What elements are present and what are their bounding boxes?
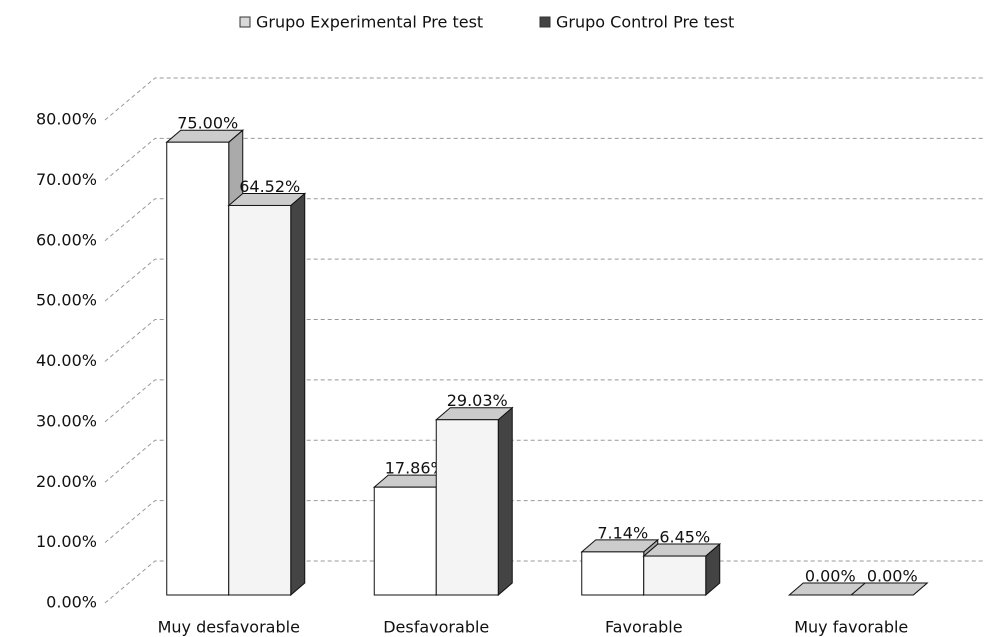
grid-line xyxy=(104,379,985,423)
grid-line xyxy=(104,500,985,544)
data-label: 0.00% xyxy=(805,567,856,586)
bar-face xyxy=(849,582,929,596)
grid-line xyxy=(104,77,985,121)
y-tick-label: 70.00% xyxy=(36,170,97,189)
y-tick-label: 40.00% xyxy=(36,351,97,370)
bar xyxy=(849,582,929,596)
bar-face xyxy=(166,141,230,596)
y-tick-label: 0.00% xyxy=(46,593,97,612)
x-tick-label: Muy favorable xyxy=(794,618,908,637)
y-tick-label: 30.00% xyxy=(36,411,97,430)
grid-line xyxy=(104,439,985,483)
y-tick-label: 20.00% xyxy=(36,472,97,491)
bar-face xyxy=(435,419,499,596)
y-tick-label: 80.00% xyxy=(36,110,97,129)
grid-line xyxy=(104,319,985,362)
x-tick-label: Favorable xyxy=(605,618,683,637)
bar-face xyxy=(290,192,306,597)
bar xyxy=(434,406,514,597)
data-label: 0.00% xyxy=(867,567,918,586)
grid-line xyxy=(104,137,985,181)
grid-line xyxy=(104,198,985,242)
y-tick-label: 10.00% xyxy=(36,532,97,551)
x-tick-label: Desfavorable xyxy=(383,618,489,637)
legend-label: Grupo Control Pre test xyxy=(556,13,734,32)
bar-face xyxy=(643,555,707,596)
bar-face xyxy=(497,406,513,597)
data-label: 75.00% xyxy=(177,114,238,133)
legend-swatch xyxy=(539,16,551,28)
legend-swatch xyxy=(239,16,251,28)
bar-face xyxy=(228,204,292,596)
grid-line xyxy=(104,258,985,302)
y-tick-label: 60.00% xyxy=(36,230,97,249)
bar-face xyxy=(581,551,645,596)
x-tick-label: Muy desfavorable xyxy=(158,618,300,637)
data-label: 17.86% xyxy=(385,459,446,478)
bar-face xyxy=(373,486,437,596)
data-label: 29.03% xyxy=(447,391,508,410)
legend-label: Grupo Experimental Pre test xyxy=(256,13,483,32)
data-label: 7.14% xyxy=(597,523,648,542)
y-tick-label: 50.00% xyxy=(36,291,97,310)
bar xyxy=(642,542,722,597)
data-label: 6.45% xyxy=(659,528,710,547)
bar xyxy=(227,192,307,597)
data-label: 64.52% xyxy=(239,177,300,196)
